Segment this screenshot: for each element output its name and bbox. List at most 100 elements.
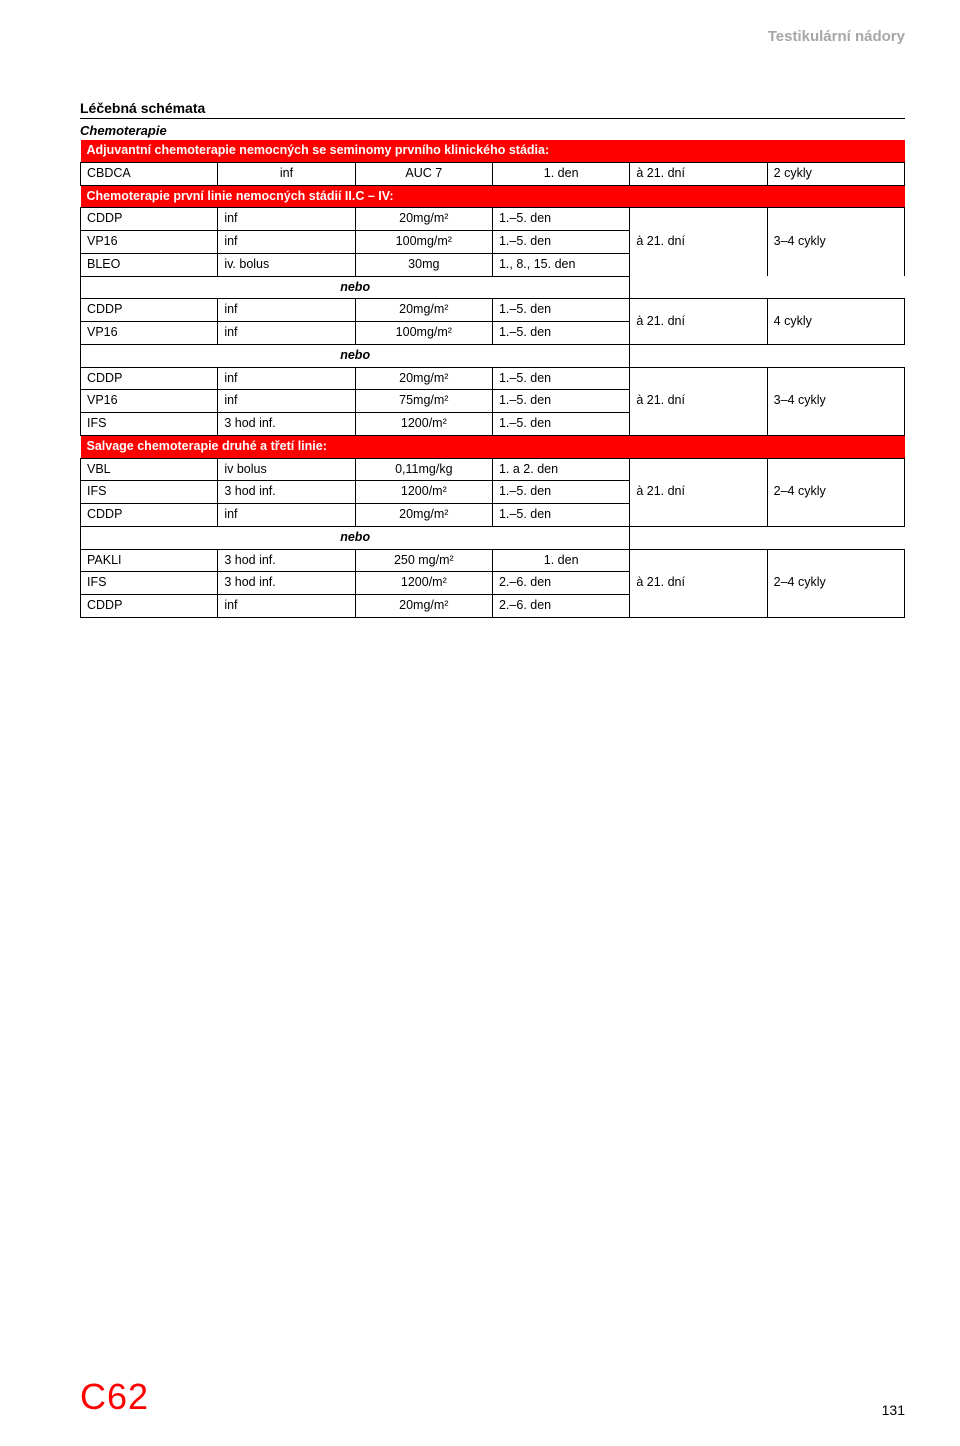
- interval-cell: à 21. dní: [630, 367, 767, 435]
- day-cell: 1. a 2. den: [492, 458, 629, 481]
- dose-cell: 100mg/m²: [355, 322, 492, 345]
- route-cell: inf: [218, 162, 355, 185]
- red-heading: Adjuvantní chemoterapie nemocných se sem…: [81, 140, 905, 162]
- route-cell: inf: [218, 208, 355, 231]
- day-cell: 1.–5. den: [492, 231, 629, 254]
- interval-cell: à 21. dní: [630, 162, 767, 185]
- day-cell: 1. den: [492, 162, 629, 185]
- route-cell: 3 hod inf.: [218, 572, 355, 595]
- drug-cell: VP16: [81, 322, 218, 345]
- red-heading: Chemoterapie první linie nemocných stádi…: [81, 185, 905, 208]
- dose-cell: 100mg/m²: [355, 231, 492, 254]
- cycles-cell: 2 cykly: [767, 162, 904, 185]
- drug-cell: IFS: [81, 413, 218, 436]
- nebo-row: nebo: [81, 276, 905, 299]
- nebo-row: nebo: [81, 344, 905, 367]
- route-cell: inf: [218, 322, 355, 345]
- route-cell: inf: [218, 504, 355, 527]
- day-cell: 1.–5. den: [492, 367, 629, 390]
- empty-cell: [767, 276, 904, 299]
- red-heading-row: Adjuvantní chemoterapie nemocných se sem…: [81, 140, 905, 162]
- route-cell: 3 hod inf.: [218, 549, 355, 572]
- day-cell: 1.–5. den: [492, 481, 629, 504]
- drug-cell: BLEO: [81, 253, 218, 276]
- drug-cell: CBDCA: [81, 162, 218, 185]
- day-cell: 1.–5. den: [492, 413, 629, 436]
- route-cell: 3 hod inf.: [218, 481, 355, 504]
- route-cell: inf: [218, 299, 355, 322]
- drug-cell: IFS: [81, 481, 218, 504]
- red-heading-row: Chemoterapie první linie nemocných stádi…: [81, 185, 905, 208]
- nebo-cell: nebo: [81, 344, 630, 367]
- cycles-cell: 3–4 cykly: [767, 367, 904, 435]
- cycles-cell: 3–4 cykly: [767, 208, 904, 276]
- empty-cell: [630, 526, 767, 549]
- drug-cell: VBL: [81, 458, 218, 481]
- table-row: CBDCA inf AUC 7 1. den à 21. dní 2 cykly: [81, 162, 905, 185]
- schedule-table: Adjuvantní chemoterapie nemocných se sem…: [80, 140, 905, 618]
- day-cell: 2.–6. den: [492, 572, 629, 595]
- day-cell: 2.–6. den: [492, 595, 629, 618]
- drug-cell: CDDP: [81, 367, 218, 390]
- dose-cell: 75mg/m²: [355, 390, 492, 413]
- drug-cell: VP16: [81, 231, 218, 254]
- dose-cell: 30mg: [355, 253, 492, 276]
- page-header: Testikulární nádory: [80, 28, 905, 45]
- nebo-cell: nebo: [81, 526, 630, 549]
- drug-cell: CDDP: [81, 299, 218, 322]
- dose-cell: 20mg/m²: [355, 504, 492, 527]
- table-row: VBL iv bolus 0,11mg/kg 1. a 2. den à 21.…: [81, 458, 905, 481]
- route-cell: inf: [218, 595, 355, 618]
- table-row: PAKLI 3 hod inf. 250 mg/m² 1. den à 21. …: [81, 549, 905, 572]
- dose-cell: 20mg/m²: [355, 208, 492, 231]
- red-heading-row: Salvage chemoterapie druhé a třetí linie…: [81, 435, 905, 458]
- interval-cell: à 21. dní: [630, 299, 767, 345]
- day-cell: 1.–5. den: [492, 390, 629, 413]
- dose-cell: 20mg/m²: [355, 299, 492, 322]
- route-cell: iv. bolus: [218, 253, 355, 276]
- page-footer: C62 131: [80, 1376, 905, 1418]
- day-cell: 1. den: [492, 549, 629, 572]
- cycles-cell: 2–4 cykly: [767, 549, 904, 617]
- footer-page-number: 131: [882, 1402, 905, 1418]
- table-row: CDDP inf 20mg/m² 1.–5. den à 21. dní 3–4…: [81, 367, 905, 390]
- day-cell: 1.–5. den: [492, 504, 629, 527]
- day-cell: 1., 8., 15. den: [492, 253, 629, 276]
- red-heading: Salvage chemoterapie druhé a třetí linie…: [81, 435, 905, 458]
- cycles-cell: 4 cykly: [767, 299, 904, 345]
- drug-cell: PAKLI: [81, 549, 218, 572]
- drug-cell: IFS: [81, 572, 218, 595]
- interval-cell: à 21. dní: [630, 549, 767, 617]
- subhead: Chemoterapie: [80, 123, 905, 138]
- empty-cell: [767, 344, 904, 367]
- day-cell: 1.–5. den: [492, 208, 629, 231]
- footer-code: C62: [80, 1376, 149, 1418]
- nebo-row: nebo: [81, 526, 905, 549]
- nebo-cell: nebo: [81, 276, 630, 299]
- dose-cell: 1200/m²: [355, 481, 492, 504]
- drug-cell: CDDP: [81, 595, 218, 618]
- dose-cell: 20mg/m²: [355, 367, 492, 390]
- drug-cell: CDDP: [81, 504, 218, 527]
- empty-cell: [767, 526, 904, 549]
- section-title: Léčebná schémata: [80, 100, 905, 116]
- cycles-cell: 2–4 cykly: [767, 458, 904, 526]
- dose-cell: 250 mg/m²: [355, 549, 492, 572]
- dose-cell: 1200/m²: [355, 413, 492, 436]
- interval-cell: à 21. dní: [630, 458, 767, 526]
- day-cell: 1.–5. den: [492, 322, 629, 345]
- route-cell: 3 hod inf.: [218, 413, 355, 436]
- route-cell: inf: [218, 390, 355, 413]
- dose-cell: 1200/m²: [355, 572, 492, 595]
- drug-cell: VP16: [81, 390, 218, 413]
- empty-cell: [630, 344, 767, 367]
- table-row: CDDP inf 20mg/m² 1.–5. den à 21. dní 3–4…: [81, 208, 905, 231]
- dose-cell: 20mg/m²: [355, 595, 492, 618]
- divider: [80, 118, 905, 119]
- table-row: CDDP inf 20mg/m² 1.–5. den à 21. dní 4 c…: [81, 299, 905, 322]
- dose-cell: 0,11mg/kg: [355, 458, 492, 481]
- interval-cell: à 21. dní: [630, 208, 767, 276]
- dose-cell: AUC 7: [355, 162, 492, 185]
- empty-cell: [630, 276, 767, 299]
- route-cell: inf: [218, 231, 355, 254]
